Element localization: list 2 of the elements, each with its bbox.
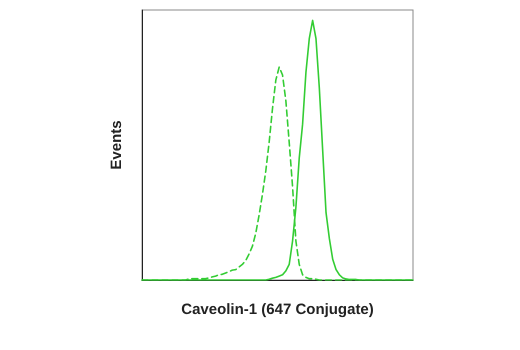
- x-axis-title: Caveolin-1 (647 Conjugate): [181, 301, 374, 318]
- y-axis-title: Events: [108, 120, 125, 170]
